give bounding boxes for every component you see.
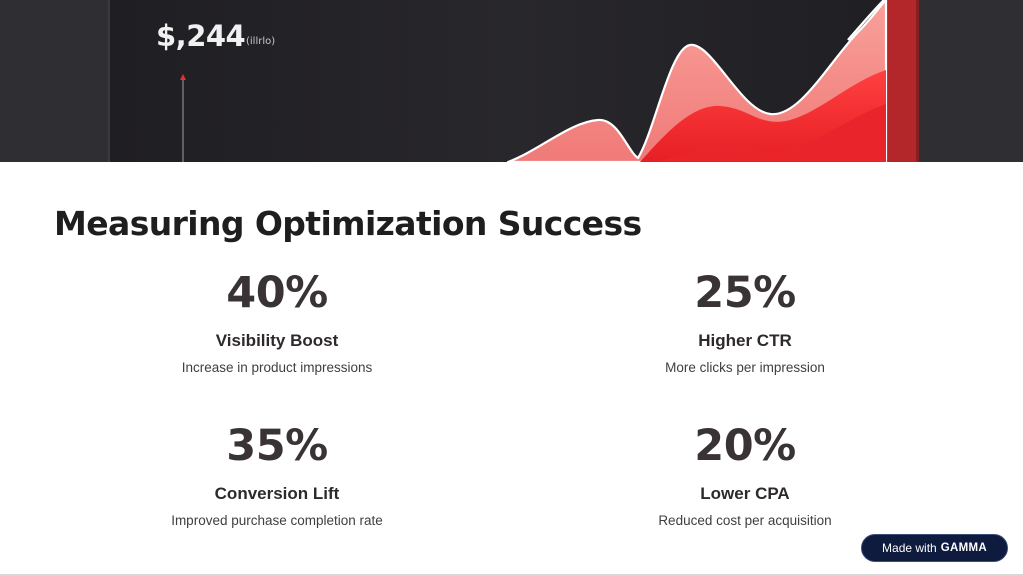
hero-chart-graphic xyxy=(0,0,1023,162)
slide-content: Measuring Optimization Success 40% Visib… xyxy=(0,162,1023,574)
metric-label: Visibility Boost xyxy=(215,331,339,350)
hero-unit: (illrlo) xyxy=(246,36,276,47)
metric-lower-cpa: 20% Lower CPA Reduced cost per acquisiti… xyxy=(565,421,925,530)
metric-value: 35% xyxy=(226,421,328,471)
made-with-gamma-badge[interactable]: Made with GAMMA xyxy=(861,534,1008,562)
metric-conversion-lift: 35% Conversion Lift Improved purchase co… xyxy=(97,421,457,530)
bottom-divider xyxy=(0,574,1023,576)
metric-value: 20% xyxy=(694,421,796,471)
hero-value: $,244 xyxy=(156,19,246,53)
metric-higher-ctr: 25% Higher CTR More clicks per impressio… xyxy=(565,268,925,377)
badge-prefix: Made with xyxy=(882,541,937,555)
metric-label: Higher CTR xyxy=(698,331,792,350)
metric-description: More clicks per impression xyxy=(665,360,825,375)
metric-visibility-boost: 40% Visibility Boost Increase in product… xyxy=(97,268,457,377)
gamma-logo-text: GAMMA xyxy=(940,542,987,554)
metric-label: Lower CPA xyxy=(700,484,790,503)
page-title: Measuring Optimization Success xyxy=(54,204,642,243)
hero-image: $,244 (illrlo) xyxy=(0,0,1023,162)
metric-label: Conversion Lift xyxy=(214,484,340,503)
metric-description: Increase in product impressions xyxy=(181,360,373,375)
metric-description: Improved purchase completion rate xyxy=(171,513,383,528)
metric-value: 25% xyxy=(694,268,796,318)
metric-description: Reduced cost per acquisition xyxy=(658,513,832,528)
metric-value: 40% xyxy=(226,268,328,318)
